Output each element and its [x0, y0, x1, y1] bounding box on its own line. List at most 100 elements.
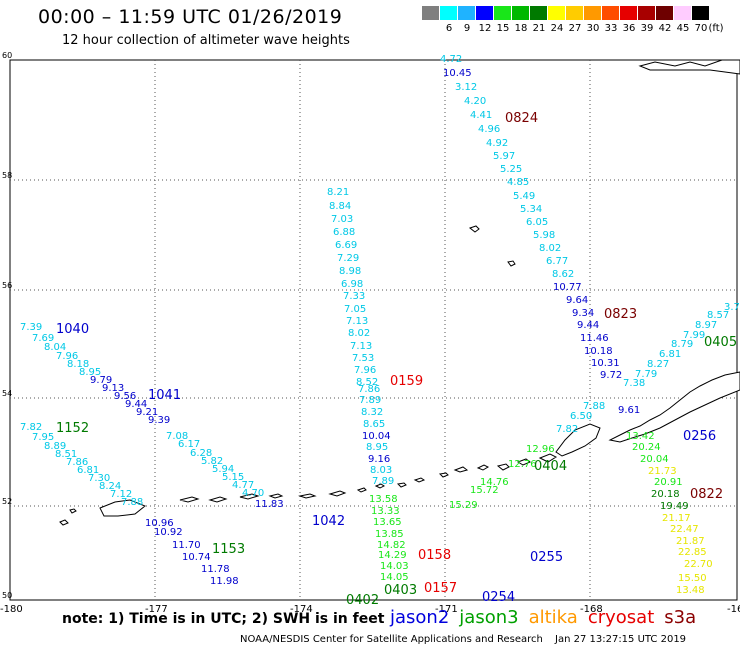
scale-swatch [602, 6, 620, 20]
pass-time-label: 0823 [604, 307, 637, 322]
coastline-pribilof [468, 225, 516, 267]
pass-time-label: 0157 [424, 581, 457, 596]
wave-height-value: 8.57 [707, 310, 729, 321]
wave-height-value: 7.33 [343, 291, 365, 302]
wave-height-value: 12.76 [508, 459, 537, 470]
wave-height-value: 6.05 [526, 217, 548, 228]
pass-time-label: 0255 [530, 550, 563, 565]
lon-tick-label: -177 [145, 604, 168, 615]
pass-time-label: 0256 [683, 429, 716, 444]
legend-s3a: s3a [664, 607, 697, 628]
wave-height-value: 4.96 [478, 124, 500, 135]
wave-height-value: 8.51 [55, 449, 77, 460]
scale-label: 21 [532, 23, 546, 34]
scale-swatch [476, 6, 494, 20]
wave-height-value: 14.05 [380, 572, 409, 583]
wave-height-value: 7.79 [635, 369, 657, 380]
wave-height-value: 15.50 [678, 573, 707, 584]
altimeter-observations: 4.72 10.45 3.12 4.20 4.41 4.96 4.92 5.97 5.25 4.8… [20, 54, 740, 596]
wave-height-value: 14.03 [380, 561, 409, 572]
wave-height-value: 22.47 [670, 524, 699, 535]
wave-height-value: 6.81 [659, 349, 681, 360]
wave-height-value: 5.82 [201, 456, 223, 467]
wave-height-value: 7.12 [110, 489, 132, 500]
pass-time-label: 0159 [390, 374, 423, 389]
lon-tick-label: -168 [580, 604, 603, 615]
pass-times: 0824 0823 0822 0405 0404 0403 0402 1040 1041 1042… [56, 111, 737, 608]
wave-height-value: 11.46 [580, 333, 609, 344]
pass-time-label: 0254 [482, 590, 515, 605]
pass-time-label: 1040 [56, 322, 89, 337]
wave-height-value: 5.15 [222, 472, 244, 483]
wave-height-value: 5.98 [533, 230, 555, 241]
scale-swatch [548, 6, 566, 20]
scale-swatch [566, 6, 584, 20]
wave-height-value: 12.96 [526, 444, 555, 455]
lat-tick-label: 60 [2, 51, 12, 60]
coastline-unalaska [555, 423, 601, 457]
lat-tick-label: 50 [2, 591, 12, 600]
wave-height-value: 6.98 [341, 279, 363, 290]
wave-height-value: 7.39 [20, 322, 42, 333]
pass-time-label: 0404 [534, 459, 567, 474]
coastline-peninsula [608, 371, 740, 443]
wave-height-value: 4.85 [507, 177, 529, 188]
wave-height-value: 5.49 [513, 191, 535, 202]
wave-height-value: 20.18 [651, 489, 680, 500]
scale-label: 15 [496, 23, 510, 34]
wave-height-value: 7.88 [121, 497, 143, 508]
wave-height-value: 4.41 [470, 110, 492, 121]
scale-label: 24 [550, 23, 564, 34]
wave-height-value: 11.78 [201, 564, 230, 575]
wave-height-value: 7.86 [358, 384, 380, 395]
wave-height-value: 7.38 [623, 378, 645, 389]
wave-height-value: 9.61 [618, 405, 640, 416]
scale-swatch [584, 6, 602, 20]
wave-height-value: 6.77 [546, 256, 568, 267]
legend-jason3: jason3 [459, 607, 519, 628]
scale-swatch [458, 6, 476, 20]
coastline-mainland [638, 59, 740, 75]
pass-time-label: 1152 [56, 421, 89, 436]
wave-height-value: 9.16 [368, 454, 390, 465]
wave-height-value: 20.24 [632, 442, 661, 453]
lat-tick-label: 52 [2, 497, 12, 506]
wave-height-value: 9.39 [148, 415, 170, 426]
credit-text: NOAA/NESDIS Center for Satellite Applica… [240, 634, 543, 645]
scale-label: 39 [640, 23, 654, 34]
wave-height-value: 7.13 [346, 316, 368, 327]
wave-height-value: 6.28 [190, 448, 212, 459]
wave-height-value: 7.82 [556, 424, 578, 435]
wave-height-value: 14.76 [480, 477, 509, 488]
wave-height-value: 7.99 [683, 330, 705, 341]
scale-swatch [494, 6, 512, 20]
wave-height-value: 20.91 [654, 477, 683, 488]
wave-height-value: 13.58 [369, 494, 398, 505]
wave-height-value: 13.48 [676, 585, 705, 596]
legend-cryosat: cryosat [587, 607, 655, 628]
wave-height-value: 5.34 [520, 204, 542, 215]
lat-tick-label: 54 [2, 389, 12, 398]
coastline-aleutians [179, 453, 558, 503]
wave-height-value: 6.50 [570, 411, 592, 422]
wave-height-value: 13.42 [626, 431, 655, 442]
wave-height-value: 9.56 [114, 391, 136, 402]
wave-height-value: 7.96 [56, 351, 78, 362]
footnote: note: 1) Time is in UTC; 2) SWH is in fe… [62, 611, 385, 627]
wave-height-value: 8.32 [361, 407, 383, 418]
lon-tick-label: -16 [727, 604, 740, 615]
wave-height-value: 10.96 [145, 518, 174, 529]
lon-tick-label: -180 [0, 604, 23, 615]
wave-height-value: 10.45 [443, 68, 472, 79]
wave-height-value: 9.34 [572, 308, 594, 319]
scale-swatch [674, 6, 692, 20]
pass-time-label: 1042 [312, 514, 345, 529]
wave-height-value: 13.33 [371, 506, 400, 517]
wave-height-value: 11.98 [210, 576, 239, 587]
wave-height-value: 14.82 [377, 540, 406, 551]
pass-time-label: 0824 [505, 111, 538, 126]
wave-height-value: 10.92 [154, 527, 183, 538]
wave-height-value: 10.31 [591, 358, 620, 369]
pass-time-label: 0822 [690, 487, 723, 502]
wave-height-value: 19.49 [660, 501, 689, 512]
